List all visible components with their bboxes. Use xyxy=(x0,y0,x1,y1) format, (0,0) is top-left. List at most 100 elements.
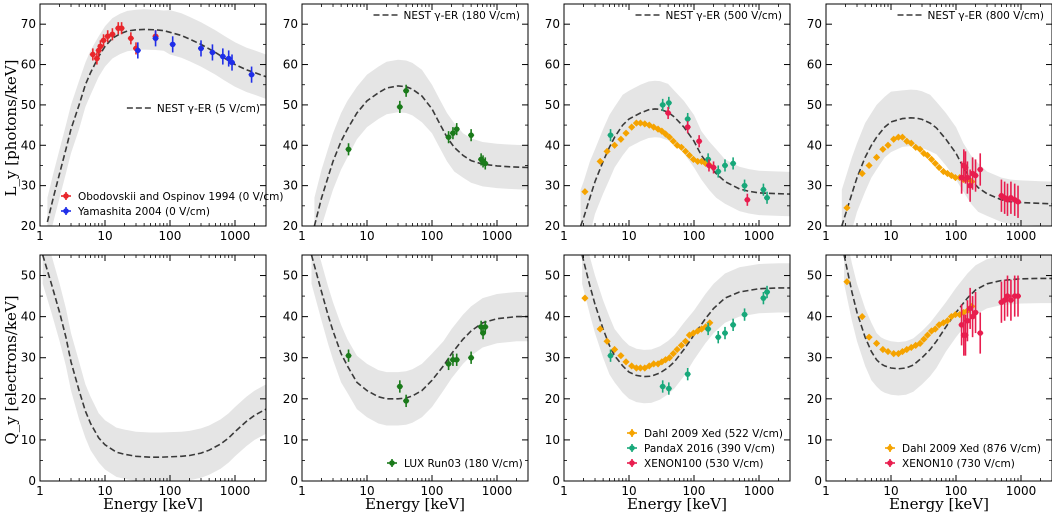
data-point-marker xyxy=(694,157,702,166)
model-band xyxy=(314,59,528,226)
x-axis-label: Energy [keV] xyxy=(889,495,989,513)
axes-frame xyxy=(563,254,791,482)
data-point-marker xyxy=(741,311,748,318)
data-point-marker xyxy=(403,87,409,94)
data-point-marker xyxy=(669,137,677,145)
data-point-marker xyxy=(658,127,666,135)
axes-frame xyxy=(39,3,267,227)
y-tick-label: 20 xyxy=(21,219,36,233)
data-point-marker xyxy=(951,310,960,319)
data-point-marker xyxy=(596,157,604,166)
data-point-marker xyxy=(482,324,489,330)
x-tick-label: 1 xyxy=(560,229,568,243)
x-tick-label: 1000 xyxy=(744,484,775,498)
y-tick-label: 20 xyxy=(807,392,822,406)
data-point-marker xyxy=(677,341,685,349)
x-tick-label: 10 xyxy=(97,229,112,243)
data-point-marker xyxy=(890,350,898,358)
y-tick-label: 20 xyxy=(807,219,822,233)
data-point-marker xyxy=(894,350,903,358)
y-tick-label: 40 xyxy=(21,138,36,152)
data-point-marker xyxy=(705,156,711,163)
data-point-marker xyxy=(198,45,204,52)
data-point-marker xyxy=(1015,293,1021,299)
plot-area xyxy=(841,89,1052,226)
data-point-marker xyxy=(764,289,770,295)
legend-series-label: Dahl 2009 Xed (522 V/cm) xyxy=(644,428,783,440)
data-point-marker xyxy=(641,364,649,372)
series-0 xyxy=(345,320,489,408)
data-point-marker xyxy=(610,141,619,149)
x-tick-label: 1000 xyxy=(482,484,513,498)
x-axis-label: Energy [keV] xyxy=(103,495,203,513)
data-point-marker xyxy=(603,337,611,345)
series-1 xyxy=(607,96,771,204)
data-point-marker xyxy=(977,166,984,173)
data-point-marker xyxy=(229,59,235,66)
legend-series-marker xyxy=(63,193,69,199)
x-tick-label: 10 xyxy=(883,229,898,243)
data-point-marker xyxy=(665,133,674,141)
model-band xyxy=(311,255,528,426)
plot-area xyxy=(581,255,790,404)
data-point-marker xyxy=(684,371,691,377)
legend-model-label: NEST γ-ER (500 V/cm) xyxy=(666,10,782,22)
data-point-marker xyxy=(684,116,691,122)
data-point-marker xyxy=(397,383,403,390)
data-point-marker xyxy=(927,155,936,163)
legend-series-label: XENON100 (530 V/cm) xyxy=(644,458,763,470)
x-axis-label: Energy [keV] xyxy=(627,495,727,513)
data-point-marker xyxy=(659,102,666,108)
legend-model-label: NEST γ-ER (5 V/cm) xyxy=(157,103,260,115)
y-tick-label: 50 xyxy=(545,98,560,112)
data-point-marker xyxy=(220,53,226,60)
data-point-marker xyxy=(468,354,474,361)
data-point-marker xyxy=(958,322,965,328)
x-tick-label: 10 xyxy=(621,484,636,498)
y-tick-label: 40 xyxy=(21,310,36,324)
data-point-marker xyxy=(879,145,887,153)
panel-ly-5: 1 10 100 1000 20 30 40 50 60 70 NEST γ-ER (5 V/cm)… xyxy=(21,3,283,243)
axes-frame xyxy=(563,3,791,227)
data-point-marker xyxy=(607,132,614,138)
model-band xyxy=(582,255,790,404)
data-point-marker xyxy=(1015,198,1021,205)
x-tick-label: 100 xyxy=(683,229,706,243)
data-point-marker xyxy=(685,151,694,159)
data-point-marker xyxy=(702,323,710,331)
data-point-marker xyxy=(706,162,712,169)
panel-qy-5: 1 10 100 1000 0 10 20 30 40 50 Energy [keV] xyxy=(21,254,267,513)
data-point-marker xyxy=(650,360,658,368)
y-tick-label: 50 xyxy=(21,98,36,112)
x-tick-label: 100 xyxy=(683,484,706,498)
data-point-marker xyxy=(967,305,973,312)
data-point-marker xyxy=(152,35,159,42)
y-tick-label: 20 xyxy=(21,392,36,406)
model-curve xyxy=(579,108,790,226)
data-point-marker xyxy=(622,129,630,137)
x-tick-label: 1 xyxy=(36,229,44,243)
data-point-marker xyxy=(730,160,736,167)
data-point-marker xyxy=(907,139,915,147)
series-0 xyxy=(581,119,714,196)
data-point-marker xyxy=(345,352,352,359)
x-tick-label: 100 xyxy=(945,229,968,243)
y-tick-label: 30 xyxy=(545,351,560,365)
model-band xyxy=(42,255,266,481)
data-point-marker xyxy=(912,341,920,349)
data-point-marker xyxy=(397,104,403,110)
data-point-marker xyxy=(923,151,932,159)
data-point-marker xyxy=(636,364,645,372)
legend-series-label: XENON10 (730 V/cm) xyxy=(902,458,1015,470)
data-point-marker xyxy=(865,333,873,341)
data-point-marker xyxy=(972,172,979,179)
data-point-marker xyxy=(666,385,672,392)
legend-series-marker xyxy=(886,444,894,452)
x-tick-label: 1 xyxy=(822,484,830,498)
model-curve xyxy=(841,116,1052,226)
legend-model-label: NEST γ-ER (800 V/cm) xyxy=(928,10,1044,22)
y-tick-label: 30 xyxy=(283,351,298,365)
data-point-marker xyxy=(345,146,352,153)
data-point-marker xyxy=(632,119,641,127)
y-tick-label: 30 xyxy=(545,179,560,193)
